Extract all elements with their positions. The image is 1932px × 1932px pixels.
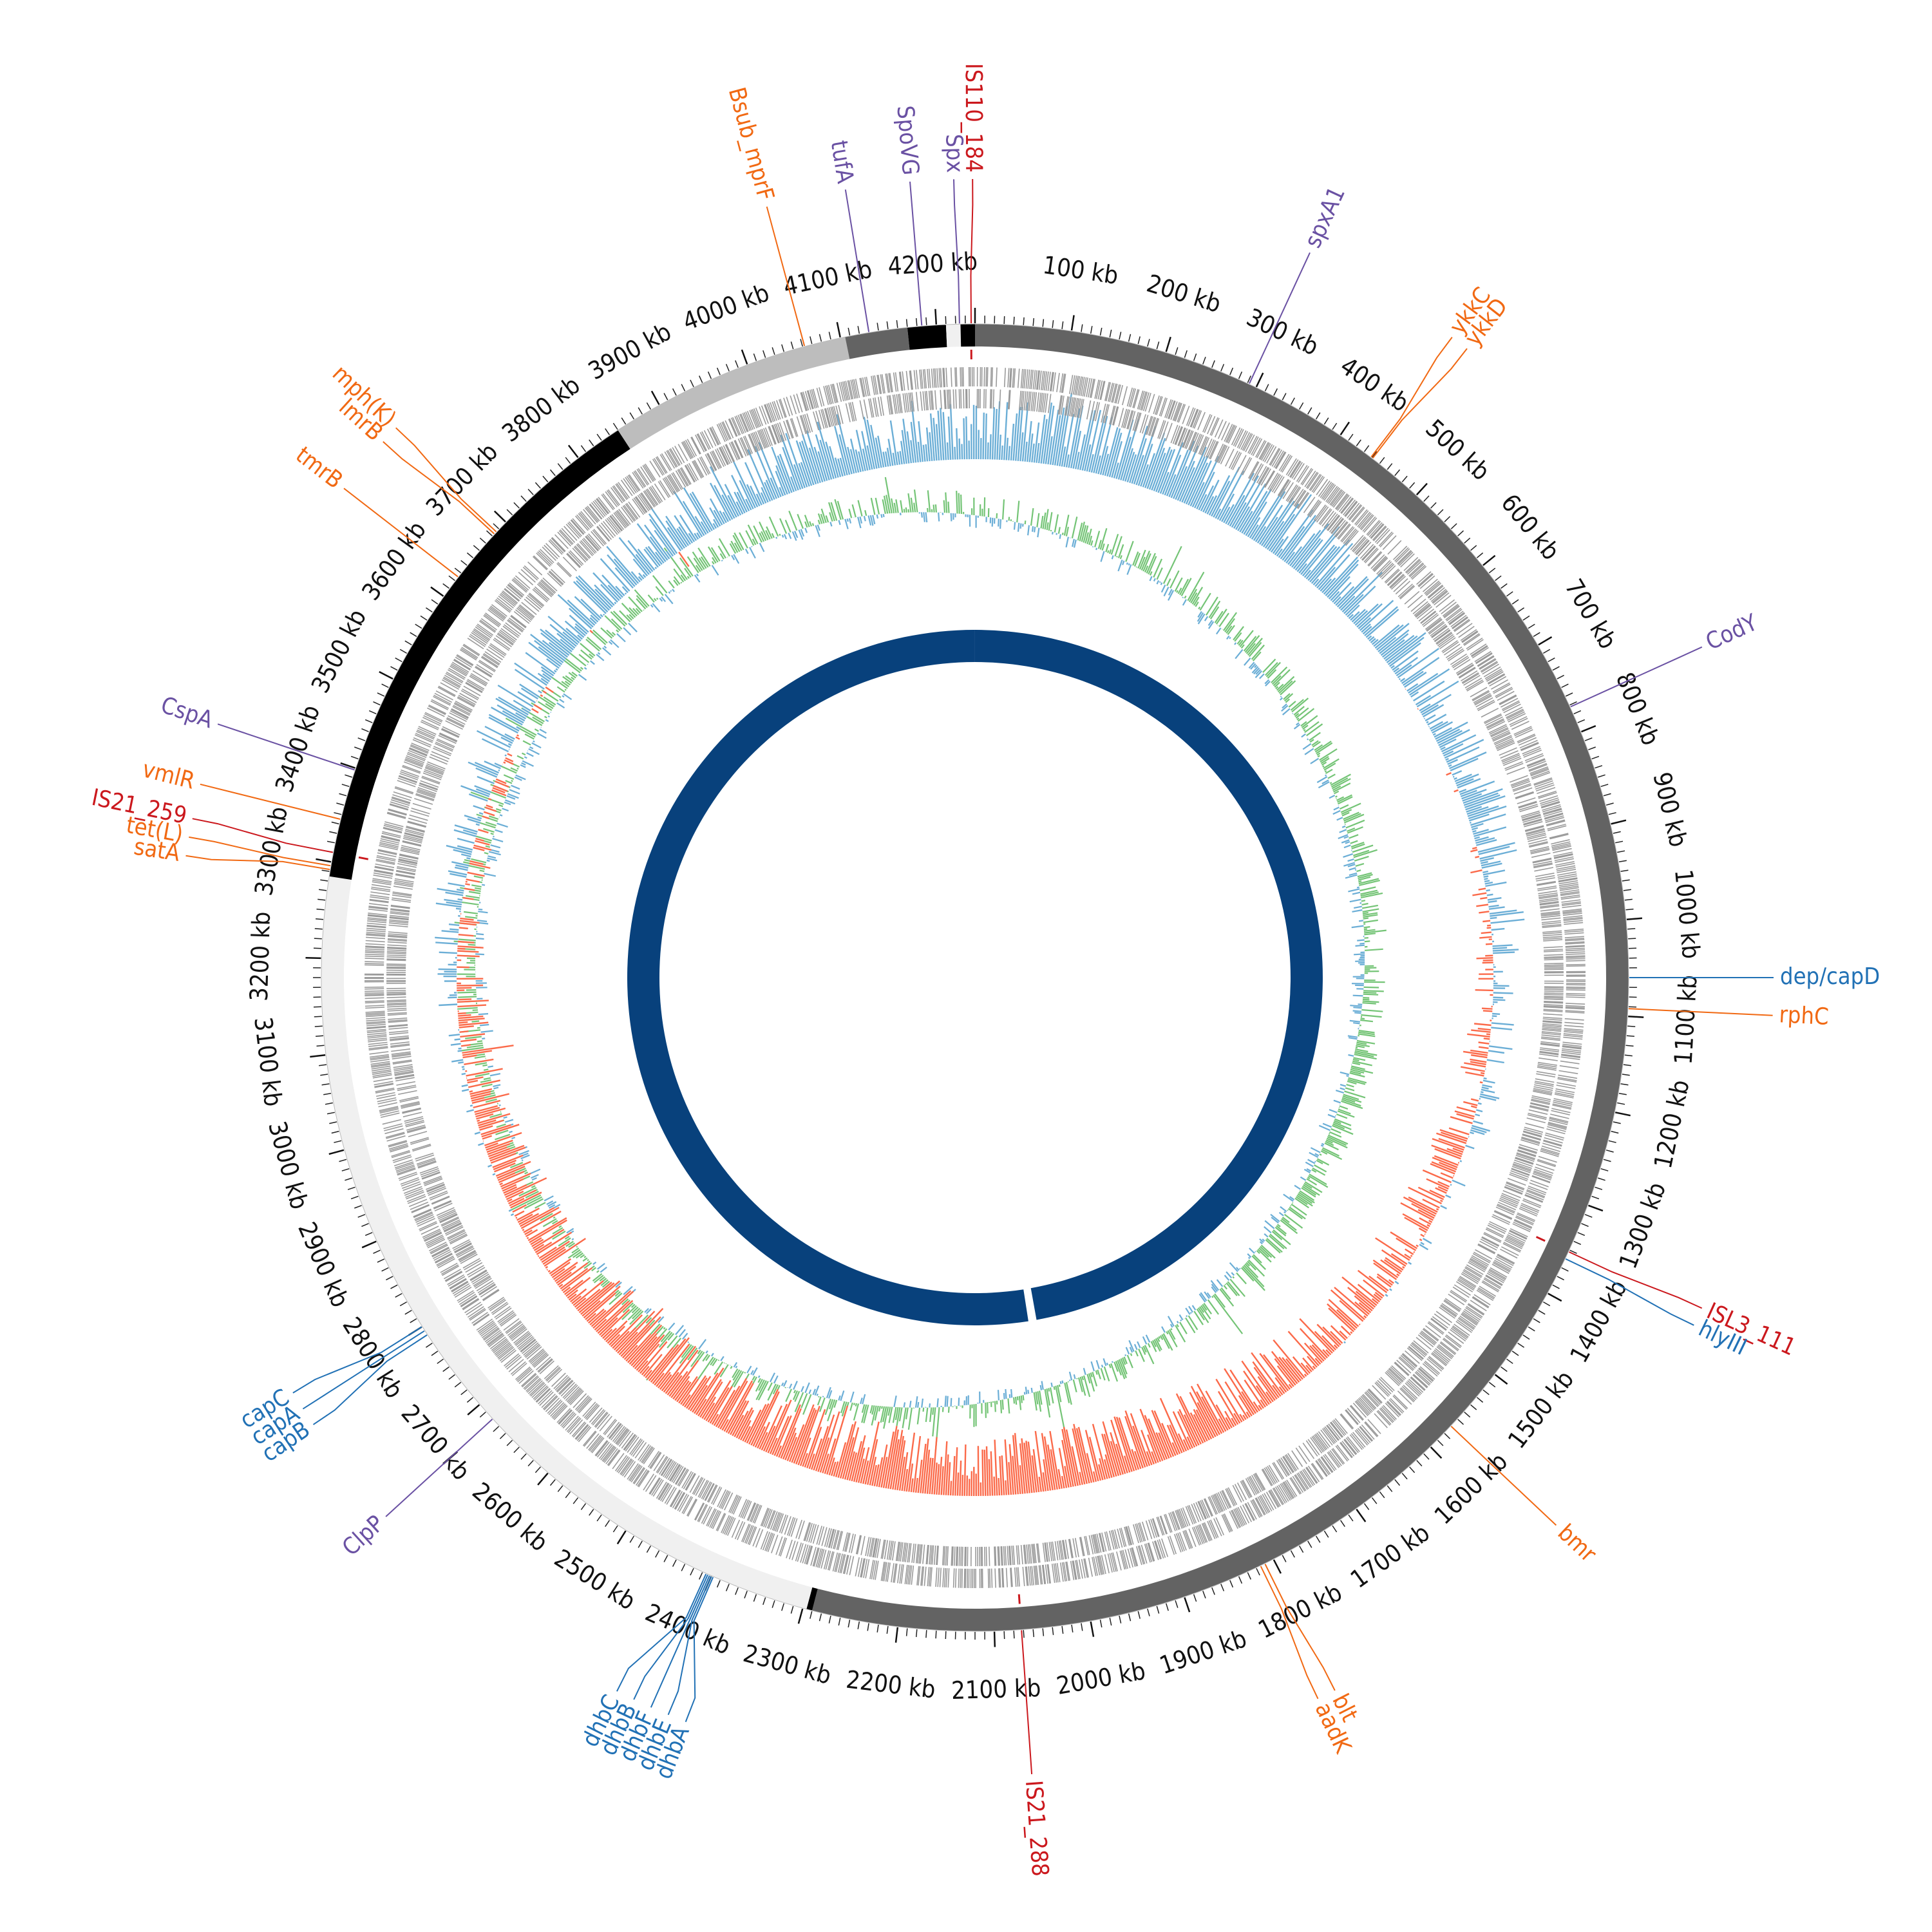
annotation-leader-line bbox=[844, 189, 870, 332]
minor-ticks bbox=[313, 316, 1637, 1640]
annotation-leader-line bbox=[953, 179, 960, 324]
annotation-leader-line bbox=[667, 1576, 712, 1716]
annotation-leader-line bbox=[383, 440, 495, 535]
tick-label: 4200 kb bbox=[887, 247, 978, 280]
annotation-leader-line bbox=[1372, 348, 1468, 459]
annotation-leader-line bbox=[1370, 337, 1453, 458]
annotation-leader-line bbox=[1565, 1258, 1694, 1326]
annotation-leader-line bbox=[1570, 646, 1703, 708]
annotation-leader-line bbox=[1264, 1564, 1336, 1691]
contig-segment bbox=[618, 337, 850, 450]
gc-skew-negative-bars bbox=[475, 512, 1365, 1408]
annotation-leader-line bbox=[970, 178, 974, 324]
annotation-leader-line bbox=[343, 488, 459, 578]
annotation-leader-line bbox=[616, 1573, 707, 1692]
contig-ring-outline bbox=[321, 323, 1629, 1632]
annotation-leader-line bbox=[1021, 1630, 1033, 1774]
annotation-leader-line bbox=[1628, 1008, 1773, 1016]
annotation-leader-line bbox=[200, 783, 341, 820]
annotation-leader-line bbox=[1450, 1426, 1557, 1526]
annotation-leader-line bbox=[1568, 1251, 1703, 1309]
annotation-leader-line bbox=[312, 1334, 428, 1425]
annotation-leader-line bbox=[395, 427, 497, 533]
contig-ring-layer bbox=[321, 323, 1629, 1632]
gene-annotation-label: Spx bbox=[940, 134, 968, 173]
annotation-leader-line bbox=[685, 1577, 714, 1723]
contig-segment bbox=[329, 430, 630, 880]
annotation-leader-line bbox=[189, 836, 331, 867]
contig-segment bbox=[945, 324, 961, 347]
gc-content-low-bars bbox=[456, 551, 1494, 1497]
contig-segment bbox=[321, 876, 813, 1609]
annotation-leader-line bbox=[1249, 252, 1311, 384]
annotation-leader-line bbox=[302, 1330, 425, 1410]
cds-ring-layer bbox=[364, 366, 1586, 1589]
annotation-leader-line bbox=[1260, 1566, 1319, 1700]
annotation-leader-line bbox=[185, 855, 330, 871]
gene-annotation-label: rphC bbox=[1779, 1001, 1830, 1030]
contig-segment bbox=[907, 325, 947, 350]
tick-label: 2100 kb bbox=[951, 1674, 1041, 1705]
is-element-mark bbox=[1535, 1236, 1546, 1242]
gene-annotation-label: SpoVG bbox=[891, 104, 923, 176]
annotation-leader-line bbox=[292, 1326, 422, 1394]
annotation-leader-line bbox=[385, 1419, 493, 1517]
gc-content-ring-layer bbox=[435, 393, 1525, 1497]
contig-segment bbox=[845, 327, 910, 359]
contig-segment bbox=[806, 1587, 818, 1611]
annotation-leader-line bbox=[909, 182, 923, 326]
tick-label: 3200 kb bbox=[245, 911, 276, 1002]
annotation-leader-line bbox=[766, 206, 806, 346]
annotation-leader-line bbox=[192, 818, 333, 853]
tick-label: 1100 kb bbox=[1669, 974, 1703, 1066]
is-element-mark bbox=[358, 856, 369, 860]
feature-marks-layer bbox=[358, 350, 1546, 1604]
cds-reverse-strand bbox=[386, 388, 1564, 1567]
annotation-leader-line bbox=[650, 1575, 710, 1708]
contig-segment bbox=[960, 324, 975, 347]
annotation-leader-line bbox=[217, 723, 355, 771]
gene-annotation-label: IS110_184 bbox=[960, 63, 987, 173]
gc-content-high-bars bbox=[435, 393, 1525, 1344]
gene-annotation-label: dep/capD bbox=[1780, 963, 1880, 990]
cds-forward-strand bbox=[364, 366, 1586, 1589]
annotation-leader-line bbox=[633, 1574, 708, 1700]
